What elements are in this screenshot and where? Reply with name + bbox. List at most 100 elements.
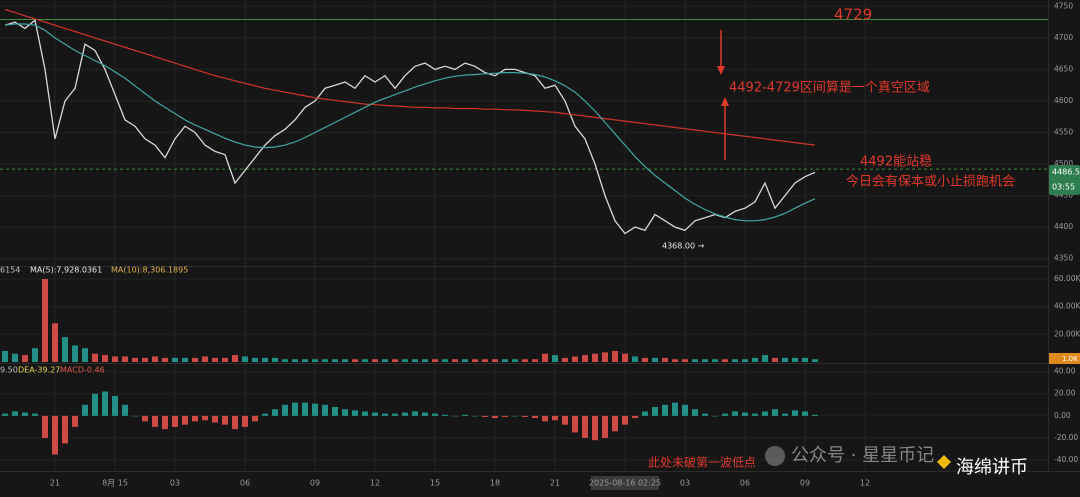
legend-prefix: 9.50	[0, 366, 18, 375]
bar	[182, 357, 188, 362]
bar	[332, 407, 338, 416]
x-tick-label: 21	[550, 479, 560, 488]
bar	[752, 357, 758, 362]
bar	[272, 409, 278, 416]
bar	[462, 414, 468, 416]
bar	[632, 415, 638, 419]
bar	[592, 415, 598, 441]
bar	[632, 356, 638, 362]
bar	[312, 403, 318, 416]
time-tag: 03:55	[1052, 183, 1075, 192]
x-tick-label: 15	[430, 479, 440, 488]
bar	[102, 355, 108, 362]
bar	[502, 415, 508, 417]
bar	[732, 411, 738, 416]
bar	[732, 359, 738, 362]
crosshair-label-bg	[591, 476, 659, 490]
bar	[252, 357, 258, 362]
bar	[212, 357, 218, 362]
y-tick-label: 0.00	[1054, 411, 1071, 420]
bar	[592, 353, 598, 362]
x-tick-label: 21	[50, 479, 60, 488]
bar	[762, 411, 768, 416]
bar	[562, 357, 568, 362]
x-tick-label: 2025-08-16 02:25	[589, 479, 661, 488]
y-tick-label: 4350	[1054, 254, 1073, 263]
bar	[682, 359, 688, 362]
y-tick-label: 40.00	[1054, 367, 1076, 376]
bar	[222, 357, 228, 362]
level-label: 4729	[834, 6, 872, 24]
bar	[232, 355, 238, 362]
bar	[802, 357, 808, 362]
y-tick-label: 60.00K	[1054, 274, 1080, 283]
bar	[722, 413, 728, 416]
bar	[172, 357, 178, 362]
bar	[352, 359, 358, 362]
y-tick-label: 4750	[1054, 1, 1073, 10]
bar	[752, 413, 758, 416]
bar	[192, 357, 198, 362]
bar	[602, 352, 608, 362]
legend: DEA-39.27	[18, 366, 60, 375]
bar	[472, 415, 478, 417]
bar	[672, 402, 678, 416]
price-line	[4, 19, 816, 235]
bar	[42, 415, 48, 438]
bar	[22, 355, 28, 362]
bar	[562, 415, 568, 425]
bar	[312, 359, 318, 362]
y-tick-label: 4600	[1054, 96, 1073, 105]
bar	[482, 415, 488, 417]
y-tick-label: 4700	[1054, 33, 1073, 42]
price-tag-bg	[1049, 165, 1080, 195]
bar	[772, 409, 778, 416]
bar	[382, 413, 388, 416]
bar	[12, 411, 18, 416]
bar	[472, 359, 478, 362]
x-tick-label: 03	[170, 479, 180, 488]
legend-prefix: 6154	[0, 266, 20, 275]
bar	[12, 353, 18, 362]
bar	[192, 415, 198, 422]
y-tick-label: 4450	[1054, 191, 1073, 200]
bar	[582, 355, 588, 362]
x-tick-label: 09	[310, 479, 320, 488]
bar	[662, 357, 668, 362]
bar	[372, 359, 378, 362]
bar	[292, 402, 298, 416]
bar	[82, 404, 88, 416]
bar	[802, 411, 808, 416]
bar	[222, 415, 228, 425]
bar	[692, 409, 698, 416]
bar	[342, 359, 348, 362]
arrow-head	[717, 66, 725, 75]
bar	[112, 395, 118, 416]
brand-icon	[937, 455, 951, 469]
bar	[72, 345, 78, 362]
bar	[702, 413, 708, 416]
bar	[782, 357, 788, 362]
bar	[792, 410, 798, 416]
bar	[362, 359, 368, 362]
bar	[652, 357, 658, 362]
arrow-head	[721, 97, 729, 106]
bar	[702, 359, 708, 362]
bar	[422, 412, 428, 416]
bar	[52, 323, 58, 362]
annotation: 今日会有保本或小止损跑机会	[846, 174, 1015, 190]
bar	[532, 415, 538, 419]
bar	[152, 356, 158, 362]
bar	[152, 415, 158, 427]
bar	[282, 359, 288, 362]
bar	[52, 415, 58, 455]
bar	[692, 359, 698, 362]
bar	[522, 359, 528, 362]
bar	[242, 415, 248, 427]
bar	[442, 359, 448, 362]
bar	[792, 357, 798, 362]
bar	[132, 415, 138, 417]
legend: MACD-0.46	[60, 366, 105, 375]
bar	[642, 411, 648, 416]
